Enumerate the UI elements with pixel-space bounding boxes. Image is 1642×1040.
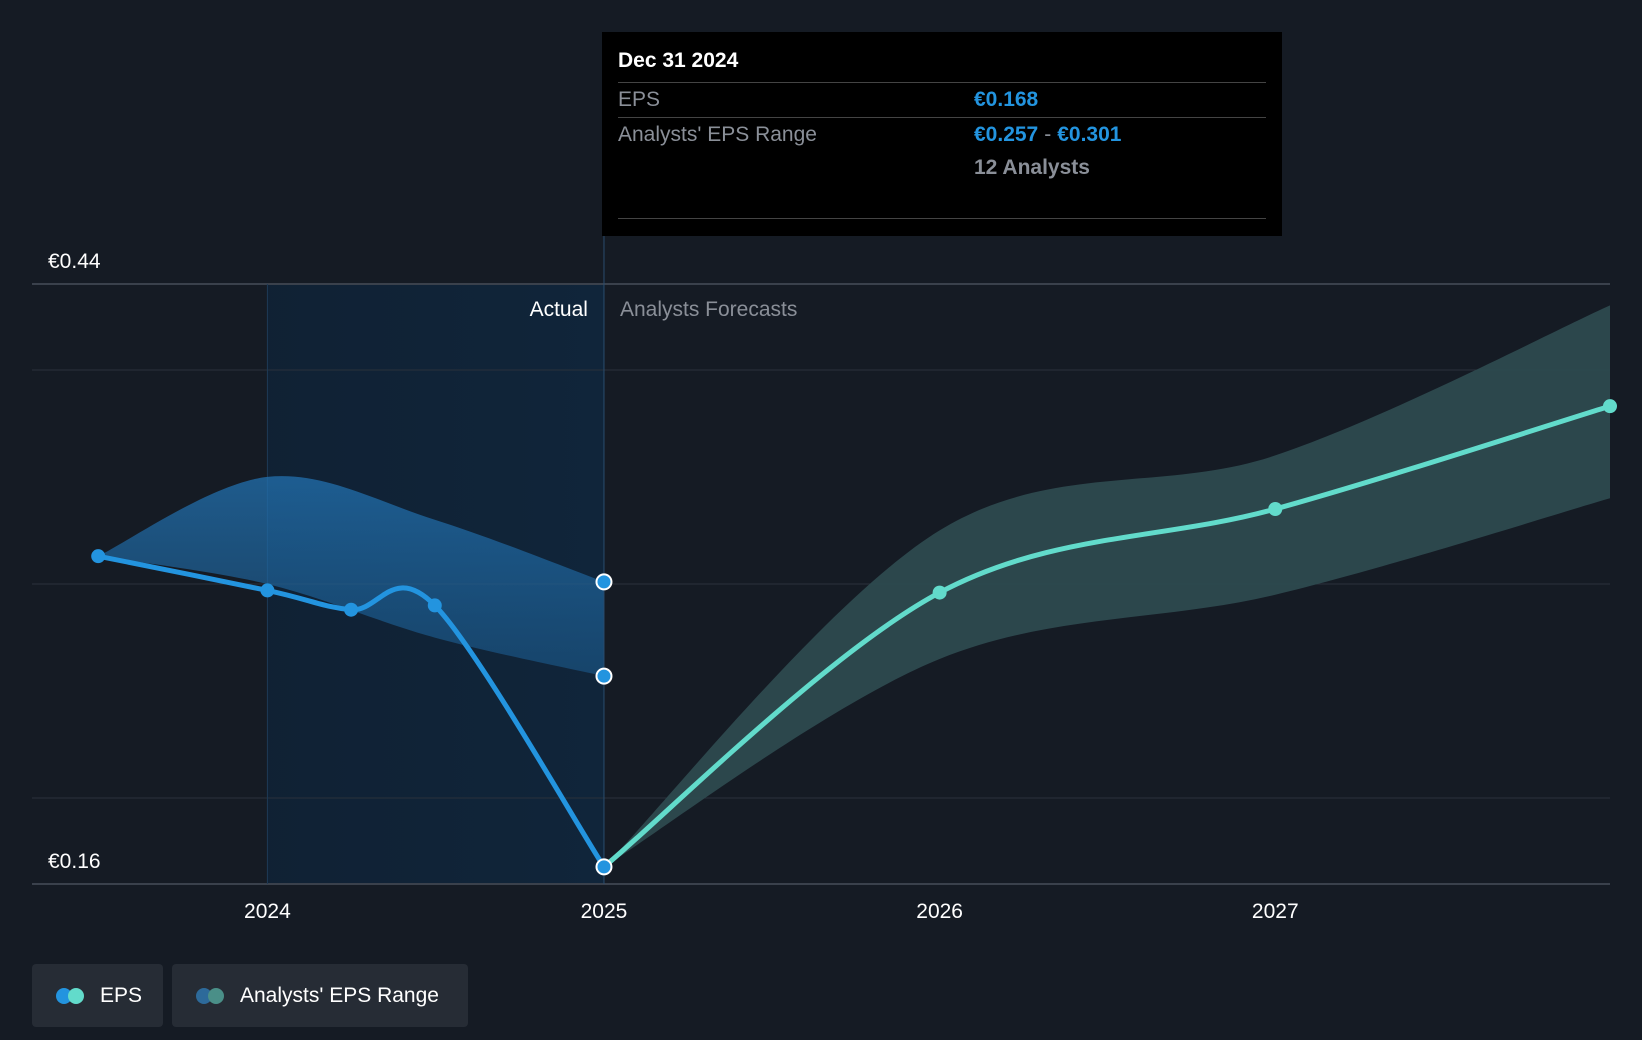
tooltip-eps-label: EPS (618, 88, 661, 111)
x-tick-label: 2025 (581, 900, 628, 923)
eps-legend-icon (56, 987, 88, 1004)
eps-lines (95, 403, 1613, 870)
x-tick-label: 2027 (1252, 900, 1299, 923)
y-axis-min-label: €0.16 (48, 850, 101, 873)
legend-range-button[interactable]: Analysts' EPS Range (172, 964, 468, 1027)
eps-point (595, 858, 613, 876)
tooltip-range-low: €0.257 (974, 123, 1039, 146)
tooltip-range-label: Analysts' EPS Range (618, 123, 817, 146)
eps-actual-line (95, 553, 607, 870)
eps-point (1603, 399, 1617, 414)
eps-forecast-line (601, 403, 1613, 870)
x-tick-label: 2026 (916, 900, 963, 923)
tooltip-divider (618, 218, 1266, 219)
eps-points (91, 399, 1617, 876)
legend-eps-button[interactable]: EPS (32, 964, 163, 1027)
tooltip-analysts-count: 12 Analysts (974, 156, 1090, 179)
tooltip-range-row: Analysts' EPS Range €0.257 - €0.301 (618, 118, 1266, 152)
eps-point (932, 585, 947, 600)
range-legend-icon (196, 987, 228, 1004)
range-endpoint (595, 573, 613, 591)
actual-section-label: Actual (530, 298, 588, 321)
y-axis-max-label: €0.44 (48, 250, 101, 273)
eps-point (91, 549, 106, 564)
tooltip: Dec 31 2024 EPS €0.168 Analysts' EPS Ran… (602, 32, 1282, 236)
actual-range-band (98, 476, 604, 677)
forecast-range-band (603, 305, 1610, 867)
x-tick-label: 2024 (244, 900, 291, 923)
range-endpoint (595, 667, 613, 685)
legend-eps-label: EPS (100, 983, 143, 1007)
tooltip-eps-value: €0.168 (974, 88, 1039, 111)
range-bands (98, 305, 1610, 867)
tooltip-eps-row: EPS €0.168 (618, 83, 1266, 118)
eps-point (260, 583, 275, 598)
eps-point (1268, 502, 1283, 516)
axis-labels: €0.44 €0.16 2024 2025 2026 2027 Actual Analysts… (48, 250, 1299, 923)
tooltip-date: Dec 31 2024 (618, 46, 1266, 83)
forecast-section-label: Analysts Forecasts (620, 298, 797, 321)
tooltip-range-high: €0.301 (1057, 123, 1122, 146)
eps-point (344, 602, 359, 617)
eps-point (427, 598, 442, 613)
legend-range-label: Analysts' EPS Range (240, 983, 439, 1007)
tooltip-range-separator: - (1044, 123, 1052, 146)
